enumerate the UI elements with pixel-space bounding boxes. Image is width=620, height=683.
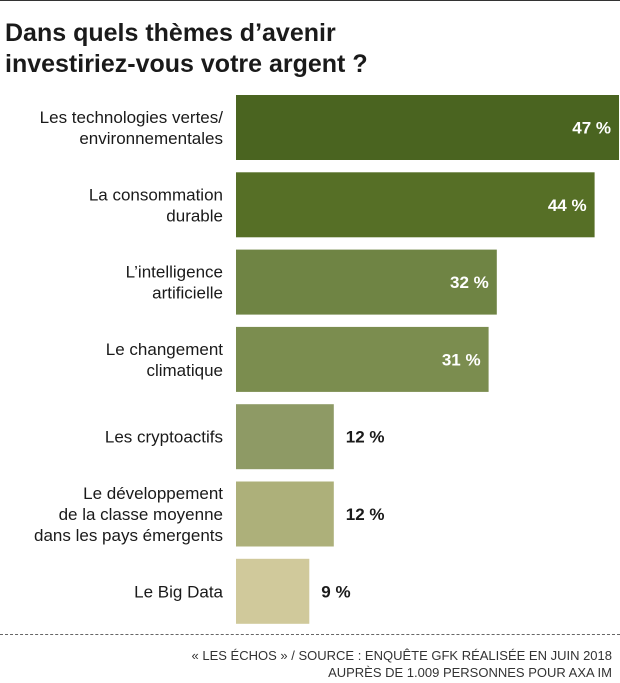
chart-title-line-1: Dans quels thèmes d’avenir [5, 19, 336, 47]
category-label-line: La consommation [89, 185, 223, 204]
category-label-line: environnementales [79, 129, 223, 148]
bar [236, 558, 310, 624]
category-label-line: dans les pays émergents [34, 526, 223, 545]
value-label: 12 % [346, 505, 385, 524]
category-label-line: de la classe moyenne [59, 505, 223, 524]
bar [236, 404, 334, 470]
value-label: 31 % [442, 350, 481, 369]
category-label-line: Le Big Data [134, 582, 223, 601]
bar [236, 95, 619, 160]
category-label: Le développement de la classe moyenne dans… [34, 484, 223, 545]
value-label: 44 % [548, 196, 587, 215]
chart-title: Dans quels thèmes d’avenir investiriez-v… [5, 18, 605, 80]
category-label: La consommation durable [89, 185, 223, 225]
source-line-1: « LES ÉCHOS » / SOURCE : ENQUÊTE GFK RÉA… [191, 648, 612, 663]
category-label: Le changement climatique [106, 340, 223, 380]
value-label: 32 % [450, 273, 489, 292]
category-label-line: durable [166, 206, 223, 225]
category-label-line: artificielle [152, 284, 223, 303]
category-label-line: L’intelligence [126, 263, 223, 282]
category-label-line: Le développement [83, 484, 223, 503]
category-label: Les cryptoactifs [105, 428, 223, 447]
bar [236, 326, 489, 392]
top-rule [0, 0, 620, 1]
chart-title-line-2: investiriez-vous votre argent ? [5, 50, 368, 78]
source-line-2: AUPRÈS DE 1.009 PERSONNES POUR AXA IM [328, 665, 612, 680]
bar [236, 249, 497, 315]
bar [236, 481, 334, 547]
value-label: 47 % [572, 119, 611, 138]
category-label-line: Les technologies vertes/ [40, 108, 224, 127]
category-label: Les technologies vertes/environnementale… [40, 108, 224, 148]
bar [236, 172, 595, 238]
category-label: L’intelligence artificielle [126, 263, 223, 303]
source-divider [0, 634, 620, 635]
source-note: « LES ÉCHOS » / SOURCE : ENQUÊTE GFK RÉA… [192, 647, 612, 681]
category-label-line: Les cryptoactifs [105, 428, 223, 447]
value-label: 9 % [321, 582, 350, 601]
category-label-line: climatique [146, 361, 223, 380]
category-label: Le Big Data [134, 582, 223, 601]
category-label-line: Le changement [106, 340, 223, 359]
value-label: 12 % [346, 428, 385, 447]
